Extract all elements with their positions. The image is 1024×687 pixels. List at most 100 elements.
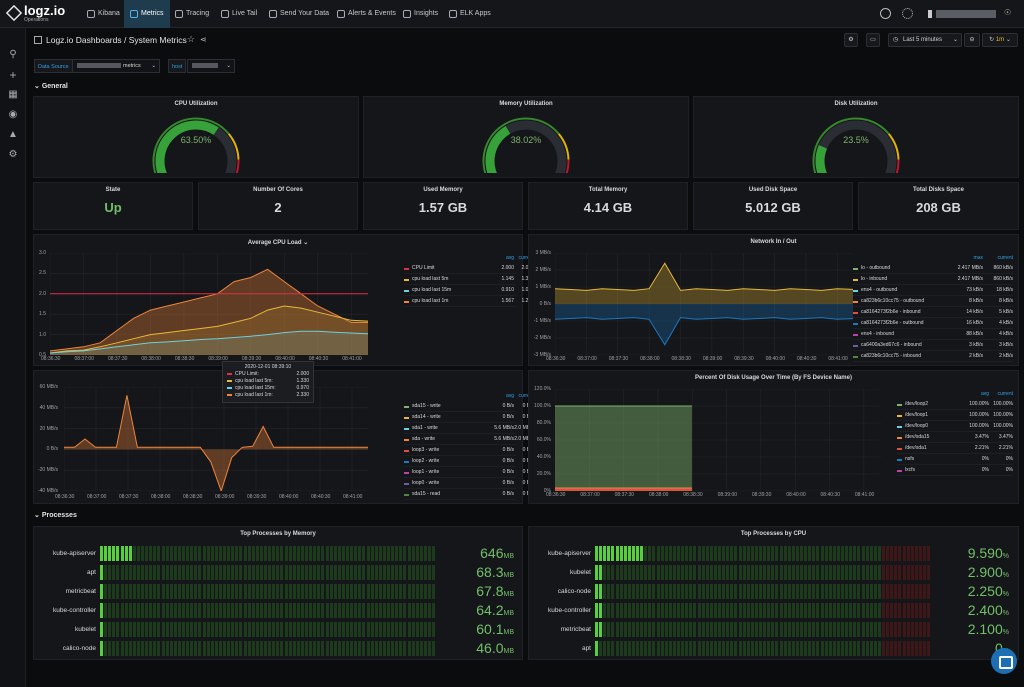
legend-row[interactable]: /dev/loop0 100.00% 100.00% xyxy=(897,421,1013,432)
share-icon[interactable]: ⋖ xyxy=(200,35,207,44)
panel-title[interactable]: Total Disks Space xyxy=(913,187,964,193)
logzio-logo[interactable]: logz.io Operations xyxy=(5,3,86,24)
dashboard-title[interactable]: Logz.io Dashboards / System Metrics xyxy=(46,35,187,45)
legend-row[interactable]: cpu load last 1m 1.5671.270 xyxy=(404,296,534,307)
panel-title[interactable]: CPU Utilization xyxy=(174,101,218,107)
help-icon[interactable] xyxy=(880,8,891,19)
panel-title[interactable]: Top Processes by Memory xyxy=(240,531,316,537)
legend-row[interactable]: /dev/sda1 2.21% 2.21% xyxy=(897,443,1013,454)
panel-title[interactable]: Used Memory xyxy=(423,187,463,193)
user-profile-icon[interactable]: ☉ xyxy=(1004,8,1012,17)
bar-cell xyxy=(337,584,341,599)
legend-row[interactable]: /dev/loop2 100.00% 100.00% xyxy=(897,399,1013,410)
bar-cell xyxy=(333,565,337,580)
legend-row[interactable]: cpu load last 5m 1.1451.330 xyxy=(404,274,534,285)
legend-row[interactable]: lo - outbound 2.417 MB/s 860 kB/s xyxy=(853,263,1013,274)
panel-title[interactable]: Percent Of Disk Usage Over Time (By FS D… xyxy=(695,375,852,381)
panel-title[interactable]: Memory Utilization xyxy=(499,101,553,107)
panel-title[interactable]: Average CPU Load ⌄ xyxy=(247,240,309,246)
time-range-picker[interactable]: ◷ Last 5 minutes ⌄ xyxy=(888,33,962,47)
legend-row[interactable]: ca6400a3ed67c6 - inbound 3 kB/s 3 kB/s xyxy=(853,340,1013,351)
legend-row[interactable]: /dev/sda15 3.47% 3.47% xyxy=(897,432,1013,443)
create-plus-icon[interactable]: + xyxy=(9,68,17,82)
panel-title[interactable]: Network In / Out xyxy=(750,239,797,245)
panel-title[interactable]: Total Memory xyxy=(588,187,628,193)
nav-tab-tracing[interactable]: Tracing xyxy=(174,0,214,28)
legend-row[interactable]: ca823b6c10cc75 - outbound 8 kB/s 8 kB/s xyxy=(853,296,1013,307)
alerting-bell-icon[interactable]: ▲ xyxy=(8,129,18,140)
nav-tab-send-your-data[interactable]: Send Your Data xyxy=(268,0,330,28)
panel-title[interactable]: Disk Utilization xyxy=(834,101,878,107)
bar-cell xyxy=(264,603,268,618)
dashboards-grid-icon[interactable]: ▦ xyxy=(8,89,18,100)
explore-compass-icon[interactable]: ◉ xyxy=(8,109,18,120)
settings-gear-icon[interactable] xyxy=(902,8,913,19)
disk-io-plot[interactable] xyxy=(64,387,368,491)
legend-row[interactable]: lxcfs 0% 0% xyxy=(897,465,1013,476)
bar-cell xyxy=(116,622,120,637)
bar-cell xyxy=(112,584,116,599)
datasource-select[interactable]: metrics ⌄ xyxy=(72,59,160,73)
star-icon[interactable]: ☆ xyxy=(187,34,196,44)
legend-row[interactable]: nsfs 0% 0% xyxy=(897,454,1013,465)
time-range-label: Last 5 minutes xyxy=(903,37,943,43)
bar-cell xyxy=(411,603,415,618)
panel-title[interactable]: Used Disk Space xyxy=(748,187,798,193)
nav-tab-alerts-events[interactable]: Alerts & Events xyxy=(336,0,396,28)
nav-tab-elk-apps[interactable]: ELK Apps xyxy=(448,0,492,28)
nav-tab-metrics[interactable]: Metrics xyxy=(124,0,170,28)
tracing-icon xyxy=(175,10,183,18)
bar-cell xyxy=(927,641,931,656)
x-tick-label: 08:39:30 xyxy=(247,494,267,500)
bar-cell xyxy=(882,565,886,580)
legend-row[interactable]: sda - write 5.6 MB/s 2.0 MB/s xyxy=(404,434,534,445)
section-processes[interactable]: ⌄ Processes xyxy=(34,512,77,519)
refresh-picker[interactable]: ↻ 1m ⌄ xyxy=(982,33,1018,47)
tv-mode-button[interactable]: ▭ xyxy=(866,33,880,47)
bar-cell xyxy=(370,565,374,580)
dashboard-settings-button[interactable]: ⚙ xyxy=(844,33,858,47)
cpu-load-plot[interactable] xyxy=(50,253,368,355)
bar-cell xyxy=(722,603,726,618)
legend-row[interactable]: cpu load last 15m 0.9101.020 xyxy=(404,285,534,296)
bar-cell xyxy=(415,603,419,618)
network-plot[interactable] xyxy=(555,253,853,355)
chat-support-button[interactable] xyxy=(991,648,1017,674)
panel-title[interactable]: Number Of Cores xyxy=(253,187,303,193)
legend-row[interactable]: /dev/loop1 100.00% 100.00% xyxy=(897,410,1013,421)
nav-tab-insights[interactable]: Insights xyxy=(402,0,442,28)
bar-cell xyxy=(374,565,378,580)
bar-cell xyxy=(288,546,292,561)
legend-row[interactable]: ens4 - inbound 88 kB/s 4 kB/s xyxy=(853,329,1013,340)
panel-title[interactable]: State xyxy=(105,187,121,193)
legend-row[interactable]: ca8164273f2b6e - outbound 16 kB/s 4 kB/s xyxy=(853,318,1013,329)
bar-cell xyxy=(264,641,268,656)
host-select[interactable]: ⌄ xyxy=(187,59,235,73)
panel-title[interactable]: Top Processes by CPU xyxy=(740,531,807,537)
section-general[interactable]: ⌄ General xyxy=(34,83,68,90)
bar-cell xyxy=(120,565,124,580)
legend-row[interactable]: sda1 - write 5.6 MB/s 2.0 MB/s xyxy=(404,423,534,434)
account-name-redacted[interactable] xyxy=(936,10,996,18)
account-icon[interactable] xyxy=(928,10,932,18)
legend-row[interactable]: ca823b6c10cc75 - inbound 2 kB/s 2 kB/s xyxy=(853,351,1013,362)
nav-tab-kibana[interactable]: Kibana xyxy=(86,0,124,28)
bar-cell xyxy=(890,622,894,637)
configuration-gear-icon[interactable]: ⚙ xyxy=(8,149,18,160)
bar-cell xyxy=(358,622,362,637)
search-icon[interactable]: ⚲ xyxy=(9,49,17,60)
legend-row[interactable]: ca8164273f2b6e - inbound 14 kB/s 5 kB/s xyxy=(853,307,1013,318)
legend-row[interactable]: ens4 - outbound 73 kB/s 18 kB/s xyxy=(853,285,1013,296)
zoom-out-button[interactable]: ⊖ xyxy=(964,33,980,47)
legend-row[interactable]: lo - inbound 2.417 MB/s 860 kB/s xyxy=(853,274,1013,285)
nav-tab-live-tail[interactable]: Live Tail xyxy=(220,0,262,28)
disk-usage-plot[interactable] xyxy=(555,389,881,491)
